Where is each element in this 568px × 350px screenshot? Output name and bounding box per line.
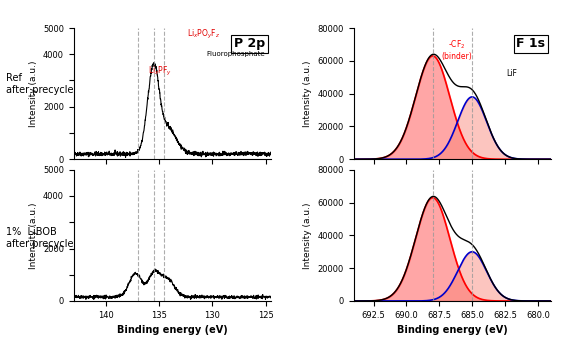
Y-axis label: Intensity (a.u.): Intensity (a.u.) — [303, 202, 312, 269]
X-axis label: Binding energy (eV): Binding energy (eV) — [117, 325, 228, 335]
Text: Ref
after precycle: Ref after precycle — [6, 73, 73, 95]
Text: P 2p: P 2p — [234, 37, 265, 50]
X-axis label: Binding energy (eV): Binding energy (eV) — [397, 325, 508, 335]
Text: Fluorophosphate: Fluorophosphate — [206, 51, 265, 57]
Y-axis label: Intensity (a.u.): Intensity (a.u.) — [28, 202, 37, 269]
Text: Li$_x$PO$_y$F$_z$: Li$_x$PO$_y$F$_z$ — [187, 28, 220, 41]
Text: 1%  LiBOB
after precycle: 1% LiBOB after precycle — [6, 227, 73, 249]
Y-axis label: Intensity (a.u.): Intensity (a.u.) — [28, 60, 37, 127]
Text: LiF: LiF — [506, 69, 517, 78]
Y-axis label: Intensity (a.u.): Intensity (a.u.) — [303, 60, 312, 127]
Text: -CF$_2$
(binder): -CF$_2$ (binder) — [441, 38, 471, 61]
Text: Li$_x$PF$_y$: Li$_x$PF$_y$ — [148, 65, 173, 78]
Text: F 1s: F 1s — [516, 37, 545, 50]
